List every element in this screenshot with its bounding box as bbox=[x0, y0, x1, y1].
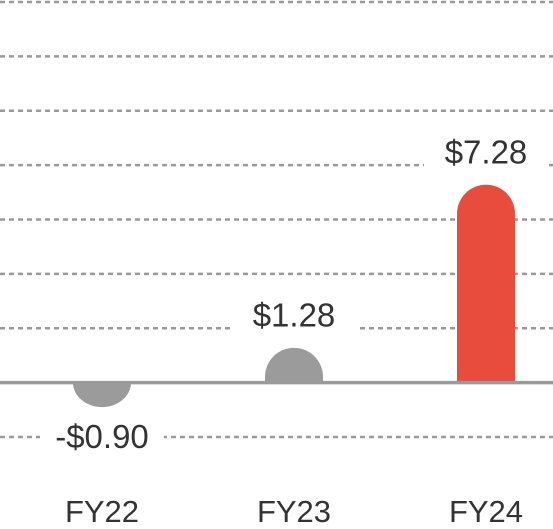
label-background bbox=[40, 419, 164, 460]
label-background bbox=[232, 297, 356, 338]
value-label: $1.28 bbox=[253, 297, 336, 334]
label-background bbox=[424, 134, 548, 175]
bar bbox=[73, 382, 131, 408]
x-tick-label: FY22 bbox=[65, 494, 139, 529]
x-tick-label: FY23 bbox=[257, 494, 331, 529]
bar bbox=[457, 184, 515, 383]
x-tick-label: FY24 bbox=[449, 494, 523, 529]
value-label: -$0.90 bbox=[55, 418, 149, 455]
value-label: $7.28 bbox=[445, 133, 528, 170]
bar bbox=[265, 347, 323, 383]
